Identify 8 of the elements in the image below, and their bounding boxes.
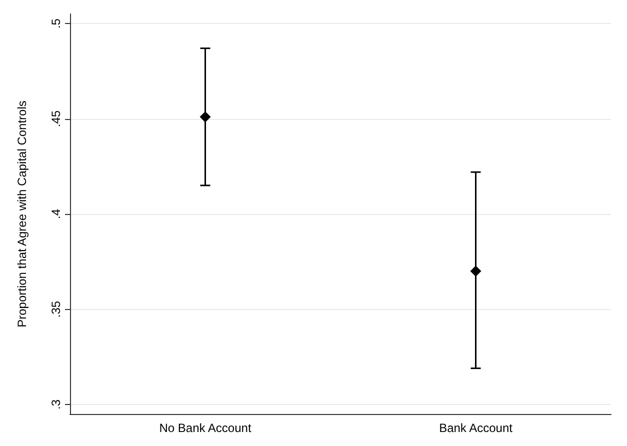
y-axis-title: Proportion that Agree with Capital Controls [15, 100, 29, 328]
y-tick-label: .4 [49, 208, 63, 220]
y-tick-label: .3 [49, 399, 63, 410]
x-tick-label: Bank Account [439, 421, 514, 435]
y-tick-label: .45 [49, 110, 63, 128]
y-tick-label: .35 [49, 300, 63, 318]
x-tick-label: No Bank Account [159, 421, 252, 435]
y-tick-label: .5 [49, 18, 63, 29]
